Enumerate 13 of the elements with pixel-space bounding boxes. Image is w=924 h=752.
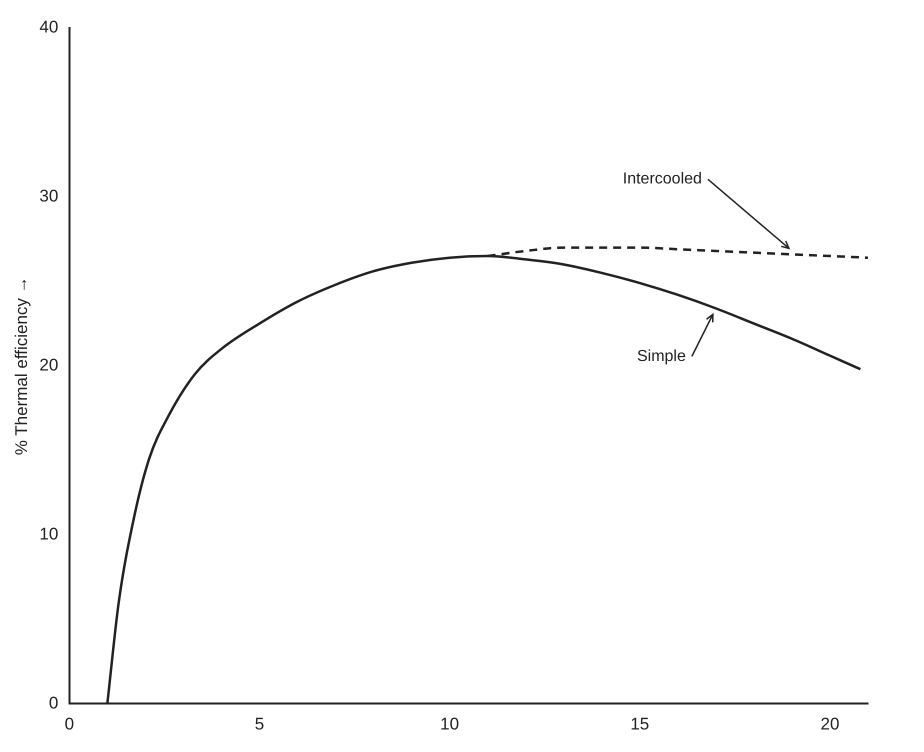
- x-tick-label: 5: [254, 714, 264, 734]
- x-tick-label: 0: [64, 714, 74, 734]
- y-tick-label: 30: [39, 186, 58, 206]
- x-tick-label: 15: [630, 714, 650, 734]
- x-tick-label: 10: [440, 714, 460, 734]
- y-tick-label: 10: [39, 524, 58, 544]
- y-tick-label: 20: [39, 355, 58, 374]
- x-tick-label: 20: [820, 714, 840, 734]
- y-axis-title: % Thermal efficiency →: [12, 276, 31, 456]
- text: Simple: [636, 348, 686, 365]
- text: Intercooled: [622, 170, 702, 188]
- y-tick-label: 40: [39, 18, 58, 37]
- y-tick-label: 0: [48, 693, 58, 712]
